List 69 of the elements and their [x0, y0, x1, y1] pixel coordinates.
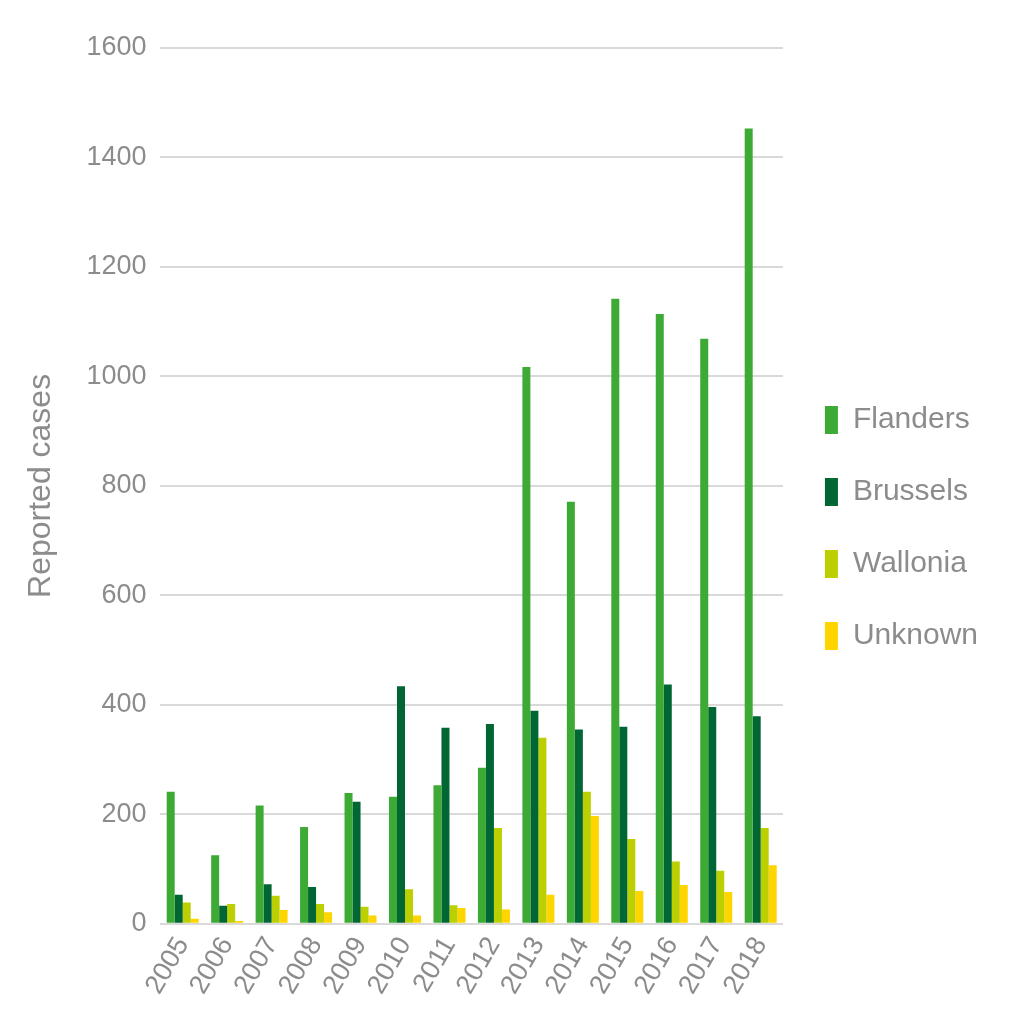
- bar: [590, 815, 599, 923]
- bar: [700, 338, 709, 923]
- bar: [582, 791, 591, 923]
- bar: [174, 894, 183, 923]
- legend-label: Flanders: [852, 401, 970, 435]
- y-tick-label: 1400: [86, 140, 147, 171]
- bar: [538, 737, 547, 923]
- bar: [627, 838, 636, 923]
- bar: [433, 785, 442, 923]
- bar: [752, 716, 761, 923]
- bar: [441, 727, 450, 923]
- bar: [485, 724, 494, 923]
- bar: [182, 902, 191, 923]
- bar: [477, 767, 486, 923]
- bar: [619, 726, 628, 923]
- bar: [566, 501, 575, 923]
- bar: [744, 128, 753, 923]
- bar: [501, 909, 510, 923]
- bar: [219, 905, 228, 923]
- y-tick-label: 400: [101, 688, 147, 719]
- bar: [389, 796, 397, 923]
- legend-label: Brussels: [852, 473, 968, 507]
- legend-label: Unknown: [852, 617, 979, 651]
- bar: [190, 918, 199, 923]
- bar: [457, 907, 466, 923]
- bar: [255, 805, 264, 923]
- bar: [263, 884, 272, 923]
- bar: [768, 865, 777, 923]
- y-axis-title: Reported cases: [21, 373, 58, 598]
- bar: [308, 887, 317, 923]
- bar: [708, 707, 717, 923]
- bar: [530, 710, 539, 923]
- bar: [522, 367, 531, 923]
- y-tick-label: 200: [101, 797, 147, 828]
- bar: [279, 910, 288, 923]
- bar: [227, 904, 236, 923]
- bar: [546, 894, 555, 923]
- bar: [300, 826, 309, 923]
- bar: [449, 905, 458, 923]
- bar: [166, 791, 175, 923]
- y-tick-label: 1600: [86, 31, 147, 62]
- bar: [352, 801, 361, 923]
- bar: [493, 827, 502, 923]
- bar: [344, 792, 353, 923]
- y-tick-label: 1000: [86, 359, 147, 390]
- bar: [574, 729, 583, 923]
- bar: [211, 855, 220, 923]
- bar: [360, 906, 369, 923]
- bar: [671, 861, 680, 923]
- bar: [397, 686, 406, 923]
- bar: [716, 870, 725, 923]
- bar: [663, 684, 672, 923]
- bar: [413, 915, 422, 923]
- y-tick-label: 1200: [86, 250, 147, 281]
- bar: [760, 827, 769, 923]
- legend-label: Wallonia: [852, 545, 968, 579]
- bar: [635, 890, 644, 923]
- bar: [316, 904, 325, 923]
- bar: [724, 892, 733, 923]
- bar: [679, 884, 688, 923]
- bar: [655, 314, 664, 923]
- bar: [271, 895, 280, 923]
- y-tick-label: 800: [101, 469, 147, 500]
- y-tick-label: 600: [101, 578, 147, 609]
- y-tick-label: 0: [131, 907, 147, 938]
- bar: [611, 298, 620, 923]
- bar: [324, 912, 333, 923]
- bar: [405, 889, 414, 923]
- bar: [368, 915, 377, 923]
